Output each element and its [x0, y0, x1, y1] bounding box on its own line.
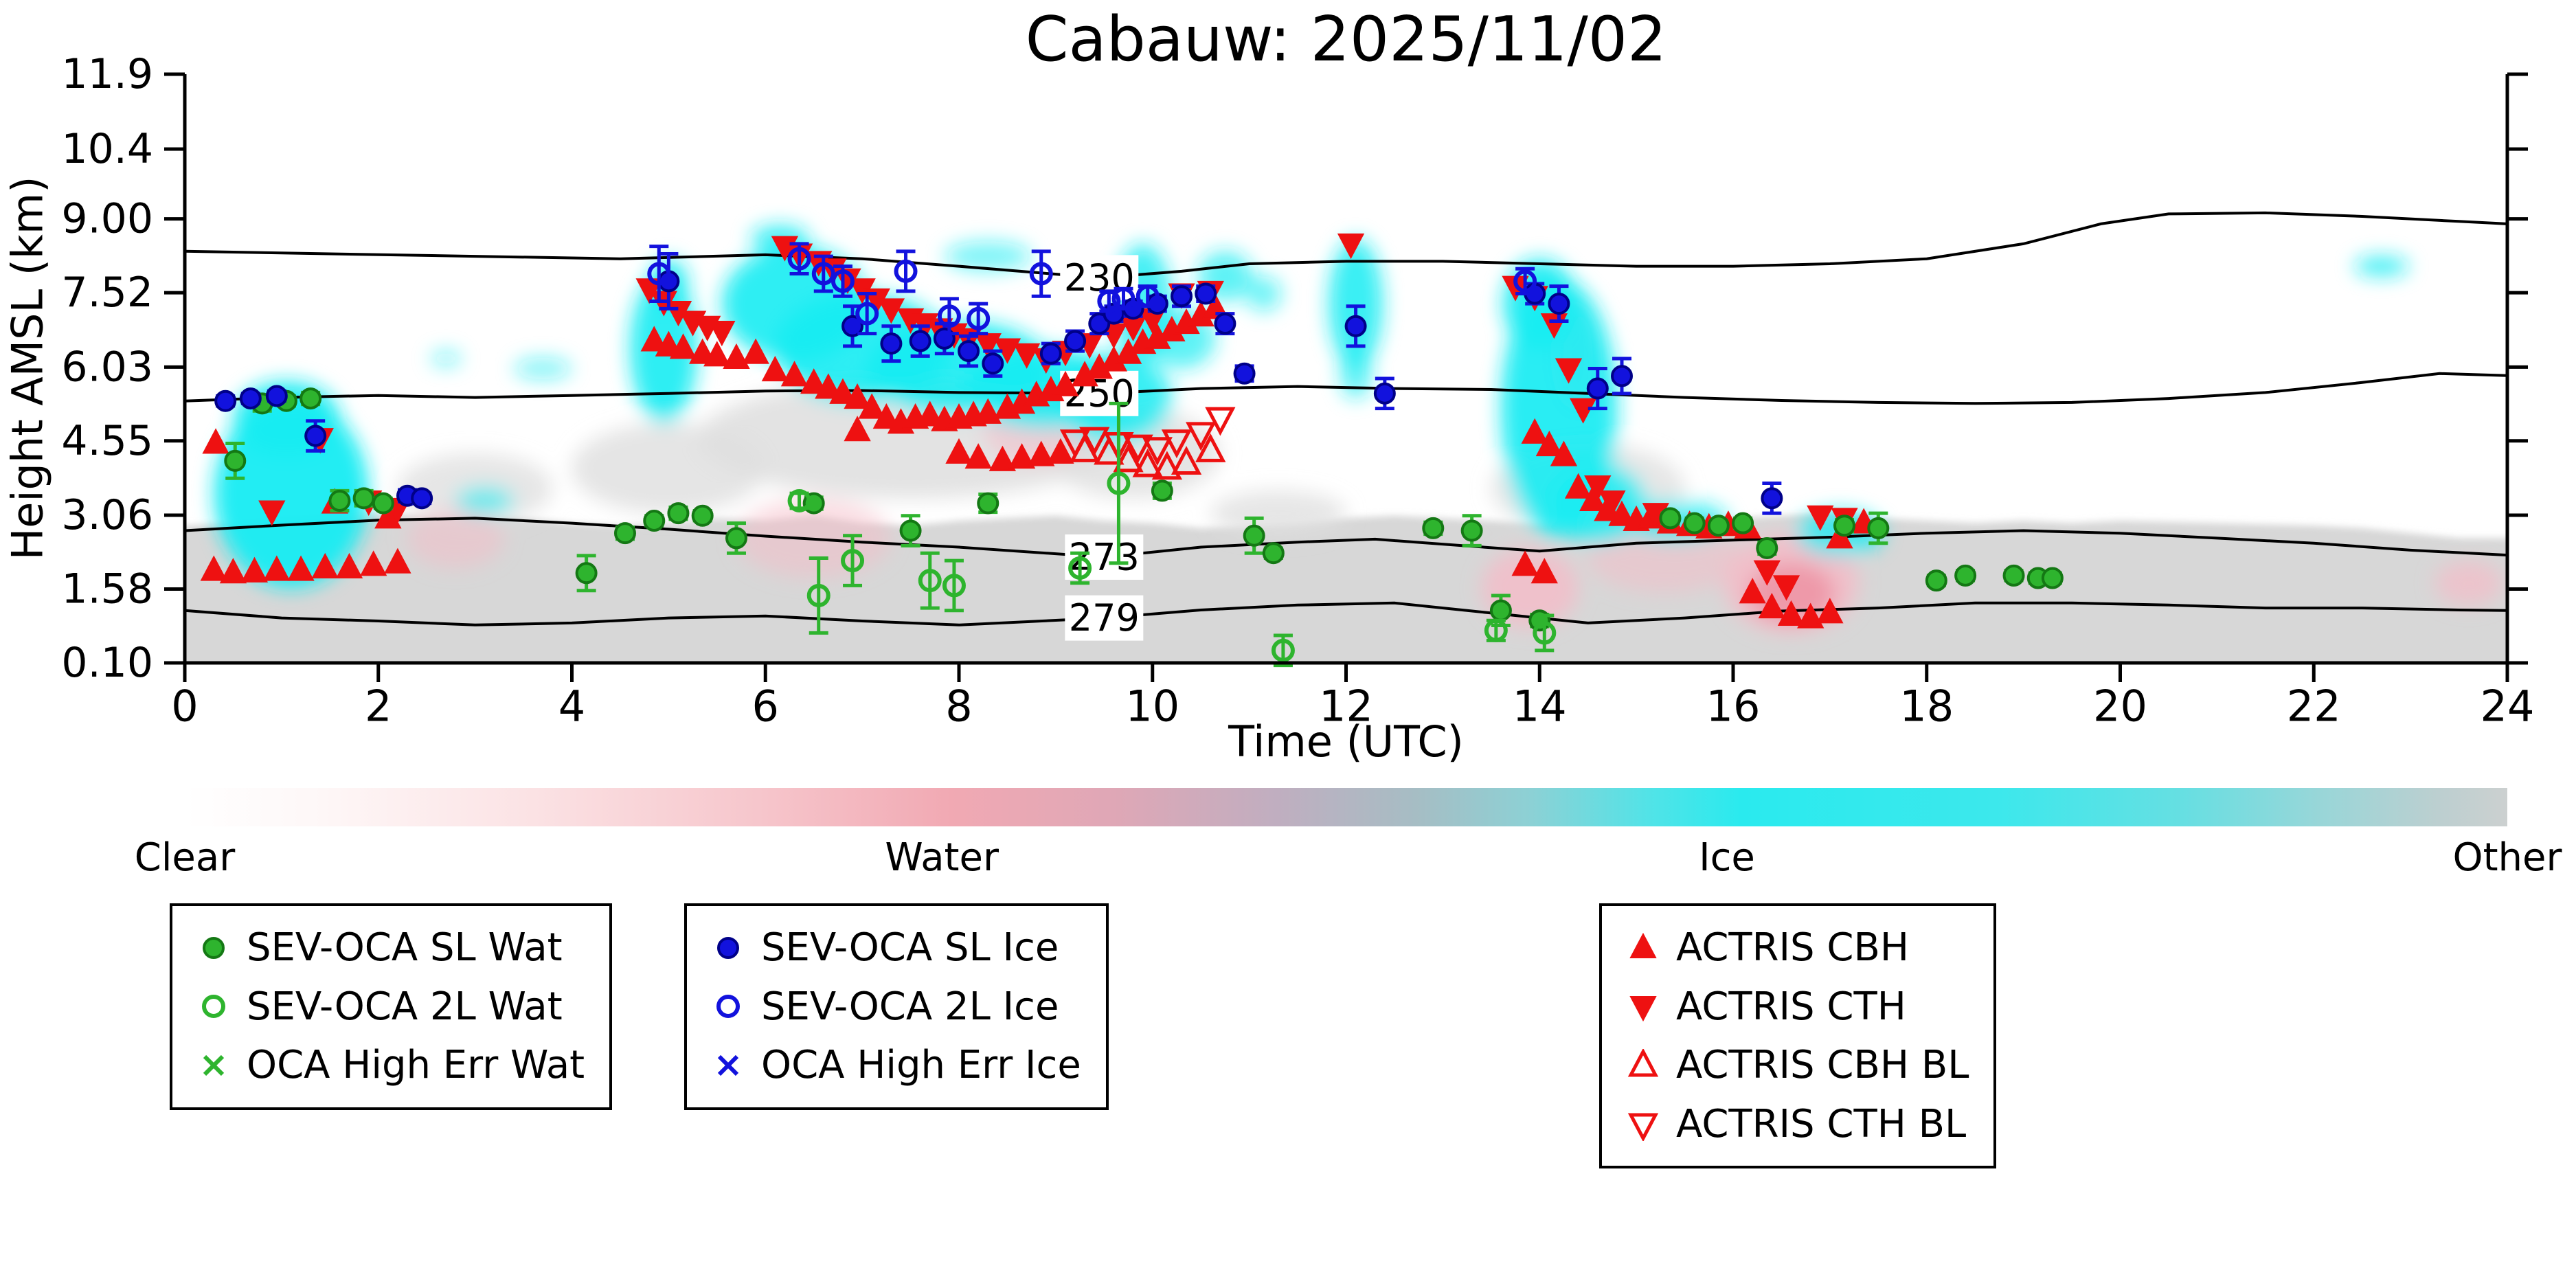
series-sev-oca-2l-ice [647, 242, 1537, 336]
x-tick-label: 8 [945, 681, 972, 731]
x-tick-label: 24 [2481, 681, 2535, 731]
legend-item: ACTRIS CTH BL [1627, 1095, 1969, 1154]
legend-water-box: SEV-OCA SL Wat SEV-OCA 2L Wat OCA High Err… [170, 903, 613, 1110]
legend-label: SEV-OCA SL Wat [247, 925, 563, 970]
triangle-down-filled-icon [1629, 996, 1657, 1022]
legend-item: SEV-OCA 2L Wat [197, 978, 585, 1037]
x-tick-label: 0 [171, 681, 198, 731]
x-tick-label: 2 [365, 681, 392, 731]
y-tick-label: 3.06 [61, 491, 153, 539]
colorbar-gradient [185, 788, 2507, 826]
y-tick-label: 6.03 [61, 343, 153, 391]
y-tick-label: 0.10 [61, 639, 153, 687]
x-tick-label: 18 [1899, 681, 1954, 731]
isotherm-contour [184, 517, 2508, 559]
x-tick-label: 6 [752, 681, 779, 731]
chart-title: Cabauw: 2025/11/02 [1025, 3, 1667, 76]
y-tick-label: 10.4 [61, 125, 153, 173]
legend-label: ACTRIS CTH [1676, 984, 1906, 1029]
legend-item: SEV-OCA 2L Ice [712, 978, 1081, 1037]
triangle-up-open-icon [1627, 1048, 1659, 1077]
x-tick-label: 22 [2287, 681, 2341, 731]
classification-mask [185, 225, 2507, 663]
circle-filled-icon [717, 936, 739, 959]
legend-item: SEV-OCA SL Ice [712, 918, 1081, 978]
legend-label: ACTRIS CBH BL [1676, 1043, 1969, 1088]
circle-open-icon [202, 995, 225, 1019]
plot-area: 23025027327911.910.49.007.526.034.553.06… [61, 50, 2534, 731]
x-tick-label: 20 [2093, 681, 2147, 731]
isotherm-contour [184, 211, 2508, 280]
colorbar-label-water: Water [885, 835, 999, 880]
series-actris-cbh [200, 293, 1877, 629]
axes: 11.910.49.007.526.034.553.061.580.100 2 4 6… [61, 50, 2534, 731]
x-open-icon [717, 1054, 739, 1076]
y-axis-label: Height AMSL (km) [2, 176, 53, 561]
colorbar-label-ice: Ice [1699, 835, 1755, 880]
legend-label: ACTRIS CBH [1676, 925, 1910, 970]
isotherm-contour [184, 601, 2508, 626]
legend-item: ACTRIS CTH [1627, 978, 1969, 1037]
legend-ice-box: SEV-OCA SL Ice SEV-OCA 2L Ice OCA High Err… [684, 903, 1109, 1110]
legend-label: OCA High Err Wat [247, 1043, 585, 1088]
legend-actris-box: ACTRIS CBH ACTRIS CTH ACTRIS CBH BL ACTRIS … [1599, 903, 1997, 1169]
legend-item: OCA High Err Ice [712, 1036, 1081, 1095]
circle-filled-icon [203, 936, 225, 959]
legend-item: OCA High Err Wat [197, 1036, 585, 1095]
y-tick-label: 4.55 [61, 417, 153, 465]
x-tick-label: 16 [1706, 681, 1761, 731]
colorbar-label-other: Other [2452, 835, 2562, 880]
y-tick-label: 1.58 [61, 565, 153, 613]
legend-label: SEV-OCA SL Ice [761, 925, 1059, 970]
y-tick-label: 9.00 [61, 195, 153, 243]
y-tick-label: 11.9 [61, 50, 153, 98]
colorbar-label-clear: Clear [134, 835, 236, 880]
legend-item: SEV-OCA SL Wat [197, 918, 585, 978]
series-sev-oca-2l-wat [787, 401, 1557, 668]
contour-label: 279 [1069, 596, 1140, 640]
circle-open-icon [716, 995, 740, 1019]
x-axis-label: Time (UTC) [1228, 716, 1464, 767]
legend-label: ACTRIS CTH BL [1676, 1101, 1967, 1146]
legend-item: ACTRIS CBH [1627, 918, 1969, 978]
legend-label: SEV-OCA 2L Wat [247, 984, 563, 1029]
x-tick-label: 12 [1319, 681, 1373, 731]
x-tick-label: 10 [1125, 681, 1179, 731]
legend-item: ACTRIS CBH BL [1627, 1036, 1969, 1095]
triangle-down-open-icon [1627, 1113, 1659, 1141]
y-tick-label: 7.52 [61, 269, 153, 317]
x-open-icon [203, 1054, 225, 1076]
legend-label: OCA High Err Ice [761, 1043, 1081, 1088]
legend-label: SEV-OCA 2L Ice [761, 984, 1059, 1029]
triangle-up-filled-icon [1629, 932, 1657, 958]
x-tick-label: 4 [558, 681, 585, 731]
x-tick-label: 14 [1513, 681, 1567, 731]
